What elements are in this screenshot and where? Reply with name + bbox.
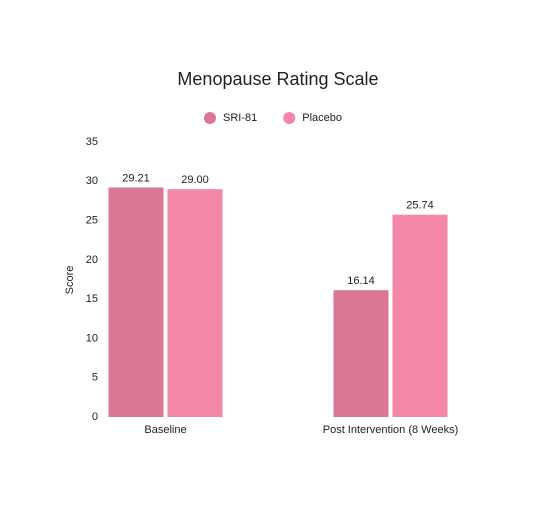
y-tick-label: 30 xyxy=(86,175,98,187)
legend-marker xyxy=(204,112,216,124)
value-label: 25.74 xyxy=(406,200,434,212)
legend-label: SRI-81 xyxy=(223,112,257,124)
x-tick-label: Baseline xyxy=(144,424,186,436)
y-tick-label: 15 xyxy=(86,293,98,305)
y-tick-label: 35 xyxy=(86,136,98,148)
y-tick-label: 25 xyxy=(86,214,98,226)
x-tick-label: Post Intervention (8 Weeks) xyxy=(323,424,459,436)
y-tick-label: 0 xyxy=(92,411,98,423)
bar xyxy=(392,214,448,417)
y-tick-label: 20 xyxy=(86,254,98,266)
bar xyxy=(333,290,389,417)
value-label: 29.21 xyxy=(122,172,150,184)
bar xyxy=(167,189,223,417)
legend-marker xyxy=(283,112,296,124)
bar xyxy=(108,187,164,417)
chart-title: Menopause Rating Scale xyxy=(177,69,378,89)
y-axis-label: Score xyxy=(64,266,76,295)
legend-label: Placebo xyxy=(302,112,342,124)
value-label: 29.00 xyxy=(181,174,209,186)
value-label: 16.14 xyxy=(347,275,375,287)
y-tick-label: 10 xyxy=(86,332,98,344)
y-tick-label: 5 xyxy=(92,372,98,384)
